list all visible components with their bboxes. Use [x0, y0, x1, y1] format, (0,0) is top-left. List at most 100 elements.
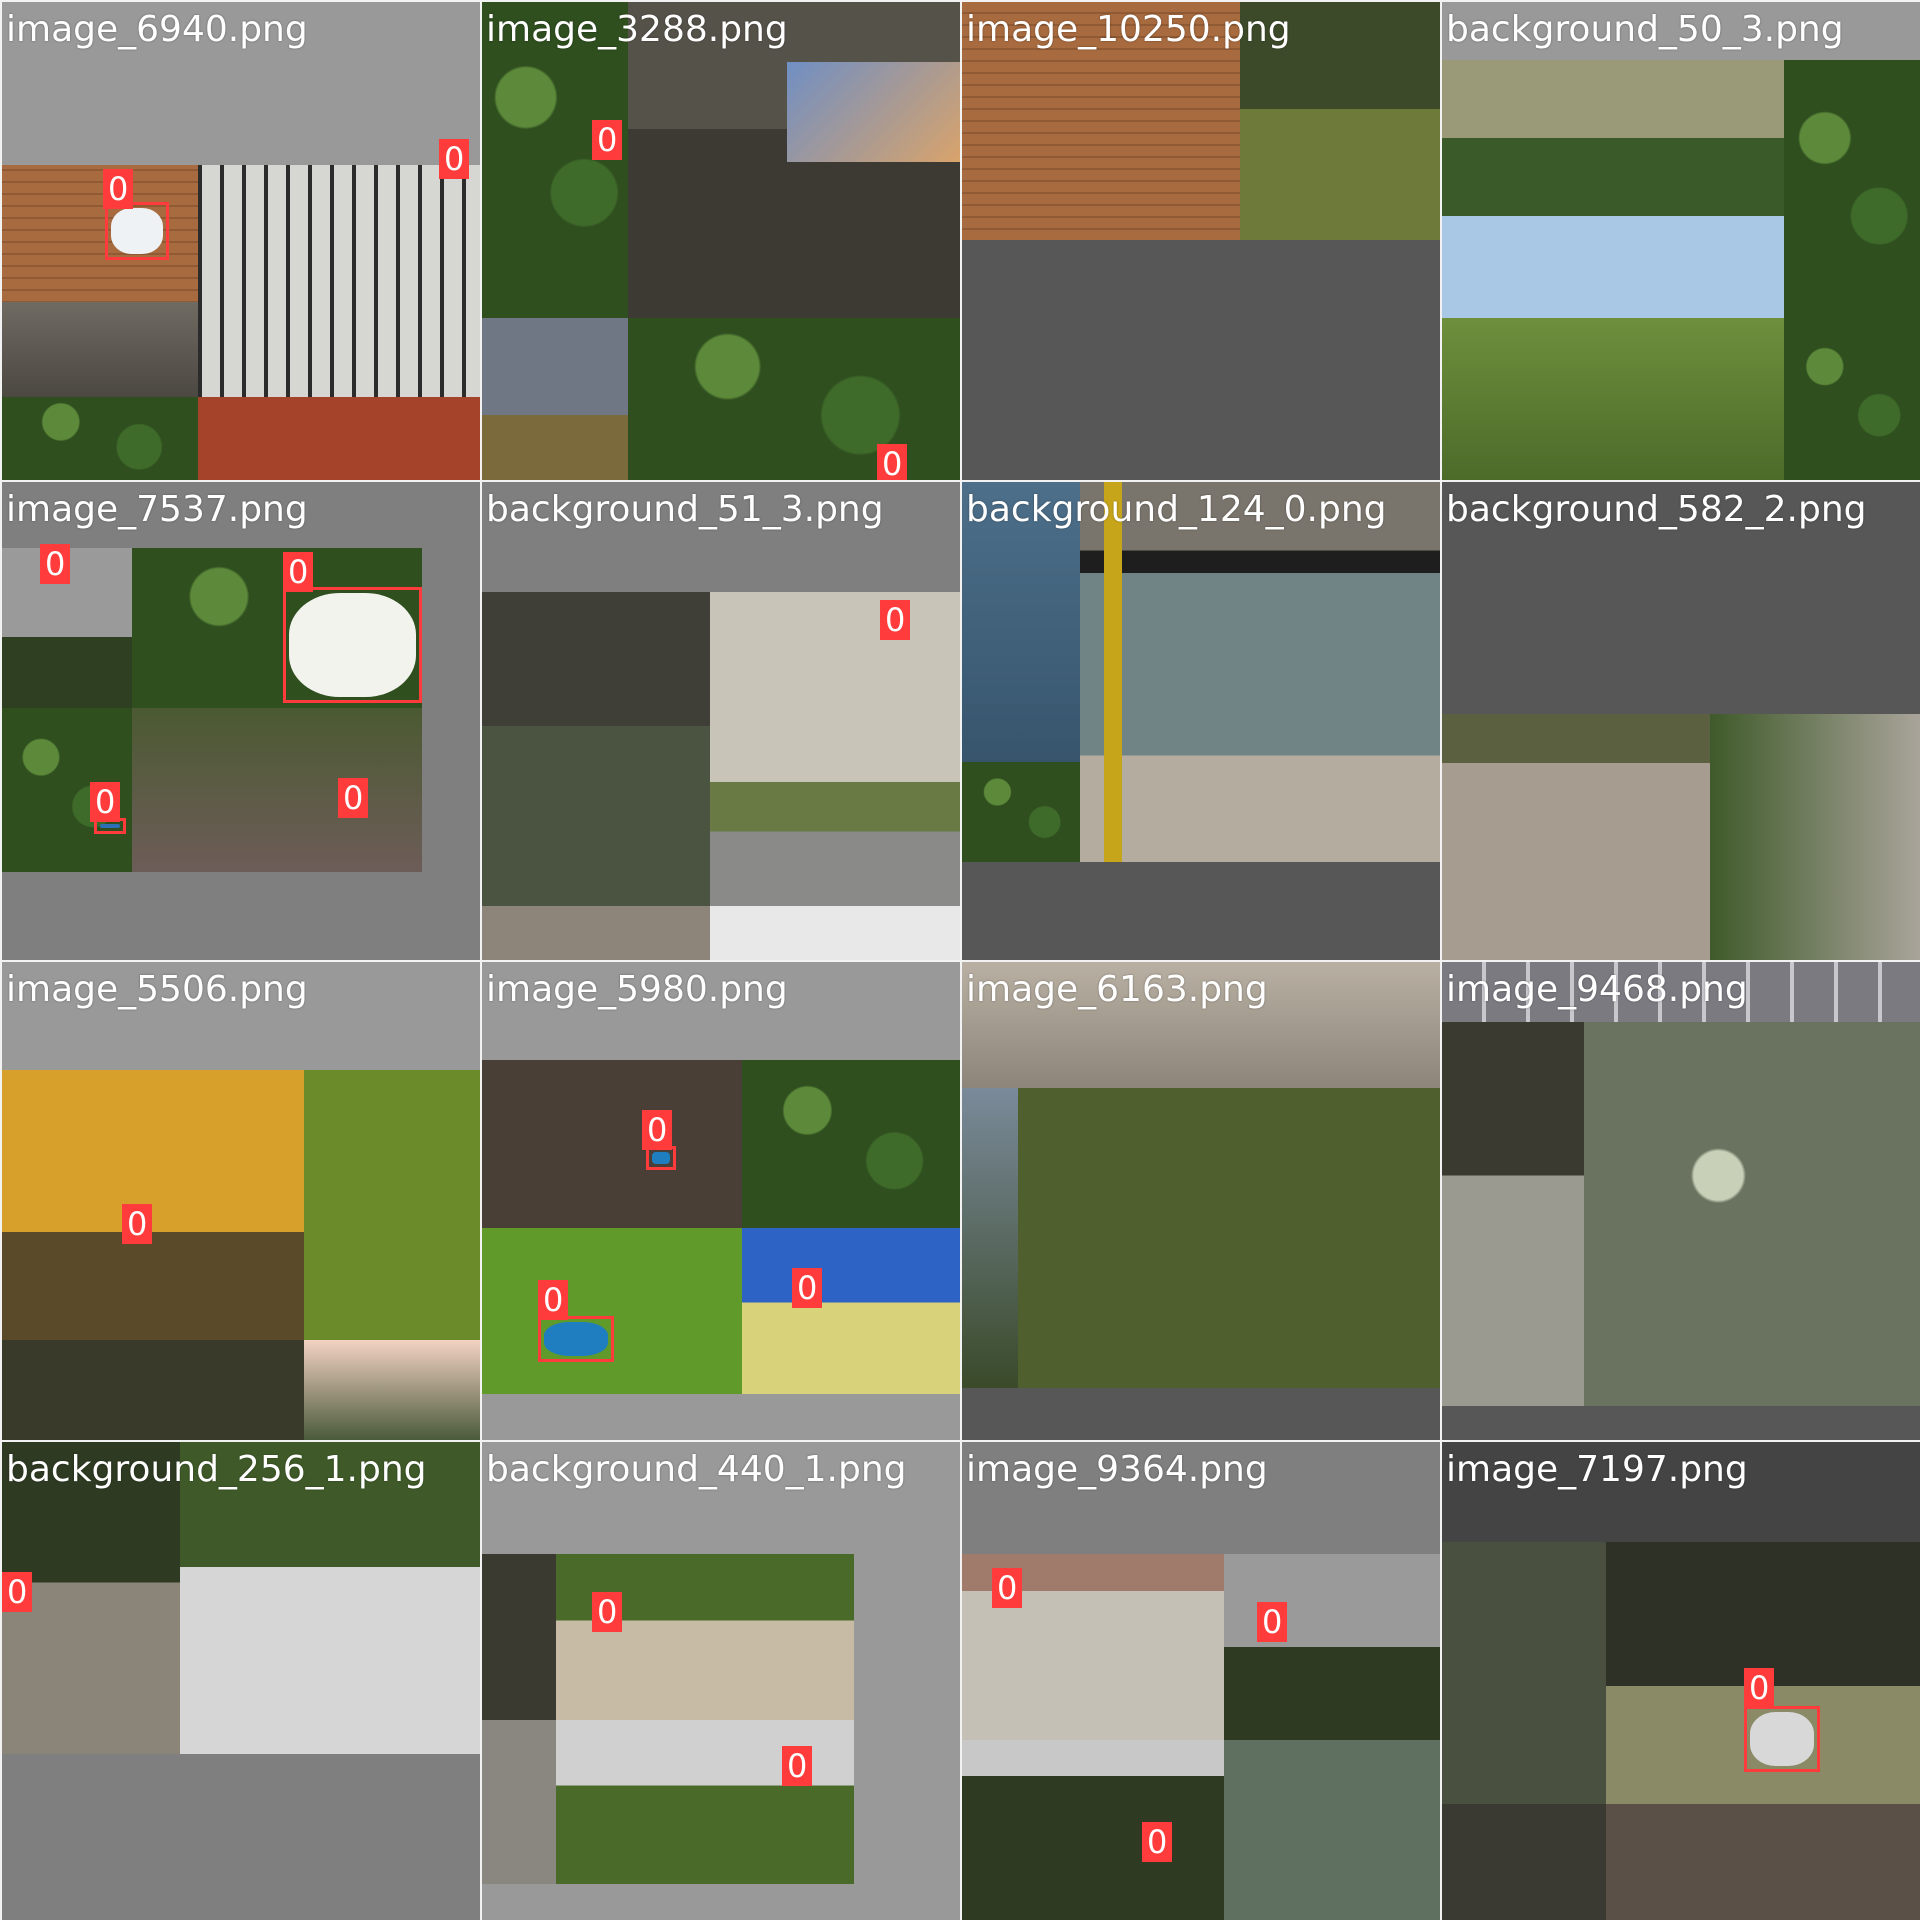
- photo-park: [1240, 2, 1440, 240]
- class-label: 0: [1142, 1822, 1173, 1862]
- mosaic-tile: 0 background_256_1.png: [2, 1442, 480, 1920]
- photo-ivy-wall: [1442, 1542, 1606, 1804]
- class-label: 0: [877, 444, 908, 480]
- photo-dim-lawn: [1442, 1804, 1606, 1920]
- mosaic-tile: 0 0 0 0 image_7537.png: [2, 482, 480, 960]
- mosaic-tile: image_10250.png: [962, 2, 1440, 480]
- tile-title: image_9364.png: [966, 1449, 1268, 1490]
- photo-parking-lines: [1442, 962, 1920, 1022]
- photo-bare-branches: [482, 1060, 742, 1228]
- photo-railing: [198, 165, 480, 400]
- mosaic-tile: background_582_2.png: [1442, 482, 1920, 960]
- class-label: 0: [103, 169, 134, 209]
- photo-yellow-house: [742, 1228, 960, 1394]
- photo-inverted-hillside: [1442, 60, 1784, 320]
- photo-blue-strip: [962, 1088, 1018, 1388]
- tile-title: image_5506.png: [6, 969, 308, 1010]
- photo-autumn-trees: [2, 1070, 304, 1340]
- photo-pale-sky: [710, 906, 960, 960]
- photo-trunks: [1442, 318, 1784, 480]
- photo-trees-cars: [1784, 318, 1920, 480]
- tile-title: image_3288.png: [486, 9, 788, 50]
- mosaic-tile: 0 0 0 image_5980.png: [482, 962, 960, 1440]
- mosaic-tile: image_6163.png: [962, 962, 1440, 1440]
- photo-dark-shrubs: [482, 1554, 556, 1720]
- photo-mural: [787, 62, 960, 162]
- class-label: 0: [592, 120, 623, 160]
- photo-sky-pole: [482, 318, 628, 480]
- photo-pine-trees: [742, 1060, 960, 1228]
- class-label: 0: [283, 552, 314, 592]
- class-label: 0: [439, 139, 470, 179]
- photo-field: [1442, 1022, 1584, 1406]
- photo-frosty-grass: [1224, 1740, 1440, 1920]
- mosaic-tile: background_124_0.png: [962, 482, 1440, 960]
- photo-tree-canopy: [1784, 60, 1920, 320]
- class-label: 0: [1257, 1602, 1288, 1642]
- photo-green-canopy: [304, 1070, 480, 1340]
- bounding-box: [105, 202, 169, 260]
- mosaic-tile: 0 0 background_440_1.png: [482, 1442, 960, 1920]
- photo-office-building: [710, 592, 960, 782]
- photo-pale-leaves: [1584, 1022, 1920, 1406]
- tile-title: image_5980.png: [486, 969, 788, 1010]
- photo-green-lawn: [482, 1228, 742, 1394]
- mosaic-tile: background_50_3.png: [1442, 2, 1920, 480]
- photo-grey-sky-trees: [1224, 1554, 1440, 1740]
- tile-title: image_7197.png: [1446, 1449, 1748, 1490]
- bounding-box: [1744, 1706, 1820, 1772]
- class-label: 0: [538, 1280, 569, 1320]
- mosaic-tile: 0 0 image_6940.png: [2, 2, 480, 480]
- photo-building: [2, 165, 202, 325]
- photo-branches: [628, 318, 960, 480]
- class-label: 0: [792, 1268, 823, 1308]
- class-label: 0: [1744, 1668, 1775, 1708]
- photo-inverted-sky: [180, 1442, 480, 1754]
- tile-title: background_256_1.png: [6, 1449, 427, 1490]
- mosaic-tile: 0 image_5506.png: [2, 962, 480, 1440]
- photo-dirt-path: [556, 1554, 854, 1720]
- class-label: 0: [592, 1592, 623, 1632]
- class-label: 0: [40, 544, 71, 584]
- tile-title: background_440_1.png: [486, 1449, 907, 1490]
- mosaic-tile: 0 0 0 image_9364.png: [962, 1442, 1440, 1920]
- photo-parked-car: [482, 1720, 556, 1884]
- photo-brick-building: [962, 2, 1240, 240]
- photo-lake-shrubs: [962, 762, 1080, 862]
- class-label: 0: [992, 1568, 1023, 1608]
- tile-title: image_6940.png: [6, 9, 308, 50]
- class-label: 0: [122, 1204, 153, 1244]
- tile-title: image_9468.png: [1446, 969, 1748, 1010]
- tile-title: background_582_2.png: [1446, 489, 1867, 530]
- tile-title: background_124_0.png: [966, 489, 1387, 530]
- photo-dark-trees: [2, 1340, 304, 1440]
- mosaic-tile: 0 background_51_3.png: [482, 482, 960, 960]
- photo-window-wall: [482, 592, 710, 728]
- photo-yellow-pole: [1104, 482, 1122, 862]
- photo-shrubs: [2, 397, 198, 480]
- photo-large-oak: [1018, 1088, 1440, 1388]
- photo-bench: [198, 397, 480, 480]
- photo-rocky-ground: [1442, 714, 1710, 960]
- mosaic-tile: 0 image_7197.png: [1442, 1442, 1920, 1920]
- bounding-box: [283, 587, 422, 703]
- photo-street-cars: [710, 782, 960, 906]
- mosaic-tile: 0 0 image_3288.png: [482, 2, 960, 480]
- photo-brick-strip: [482, 906, 710, 960]
- photo-bus-shelter: [1080, 482, 1440, 862]
- photo-pink-sky: [304, 1340, 480, 1440]
- tile-title: image_6163.png: [966, 969, 1268, 1010]
- bounding-box: [538, 1316, 614, 1362]
- photo-trail: [132, 708, 422, 872]
- class-label: 0: [2, 1572, 33, 1612]
- tile-title: image_7537.png: [6, 489, 308, 530]
- photo-parking: [2, 302, 198, 402]
- mosaic-tile: image_9468.png: [1442, 962, 1920, 1440]
- photo-gravel: [962, 962, 1440, 1088]
- photo-cliff: [1710, 714, 1920, 960]
- photo-tree-branches: [482, 726, 710, 906]
- photo-cloudy-hills: [556, 1720, 854, 1884]
- tile-title: background_50_3.png: [1446, 9, 1844, 50]
- class-label: 0: [642, 1110, 673, 1150]
